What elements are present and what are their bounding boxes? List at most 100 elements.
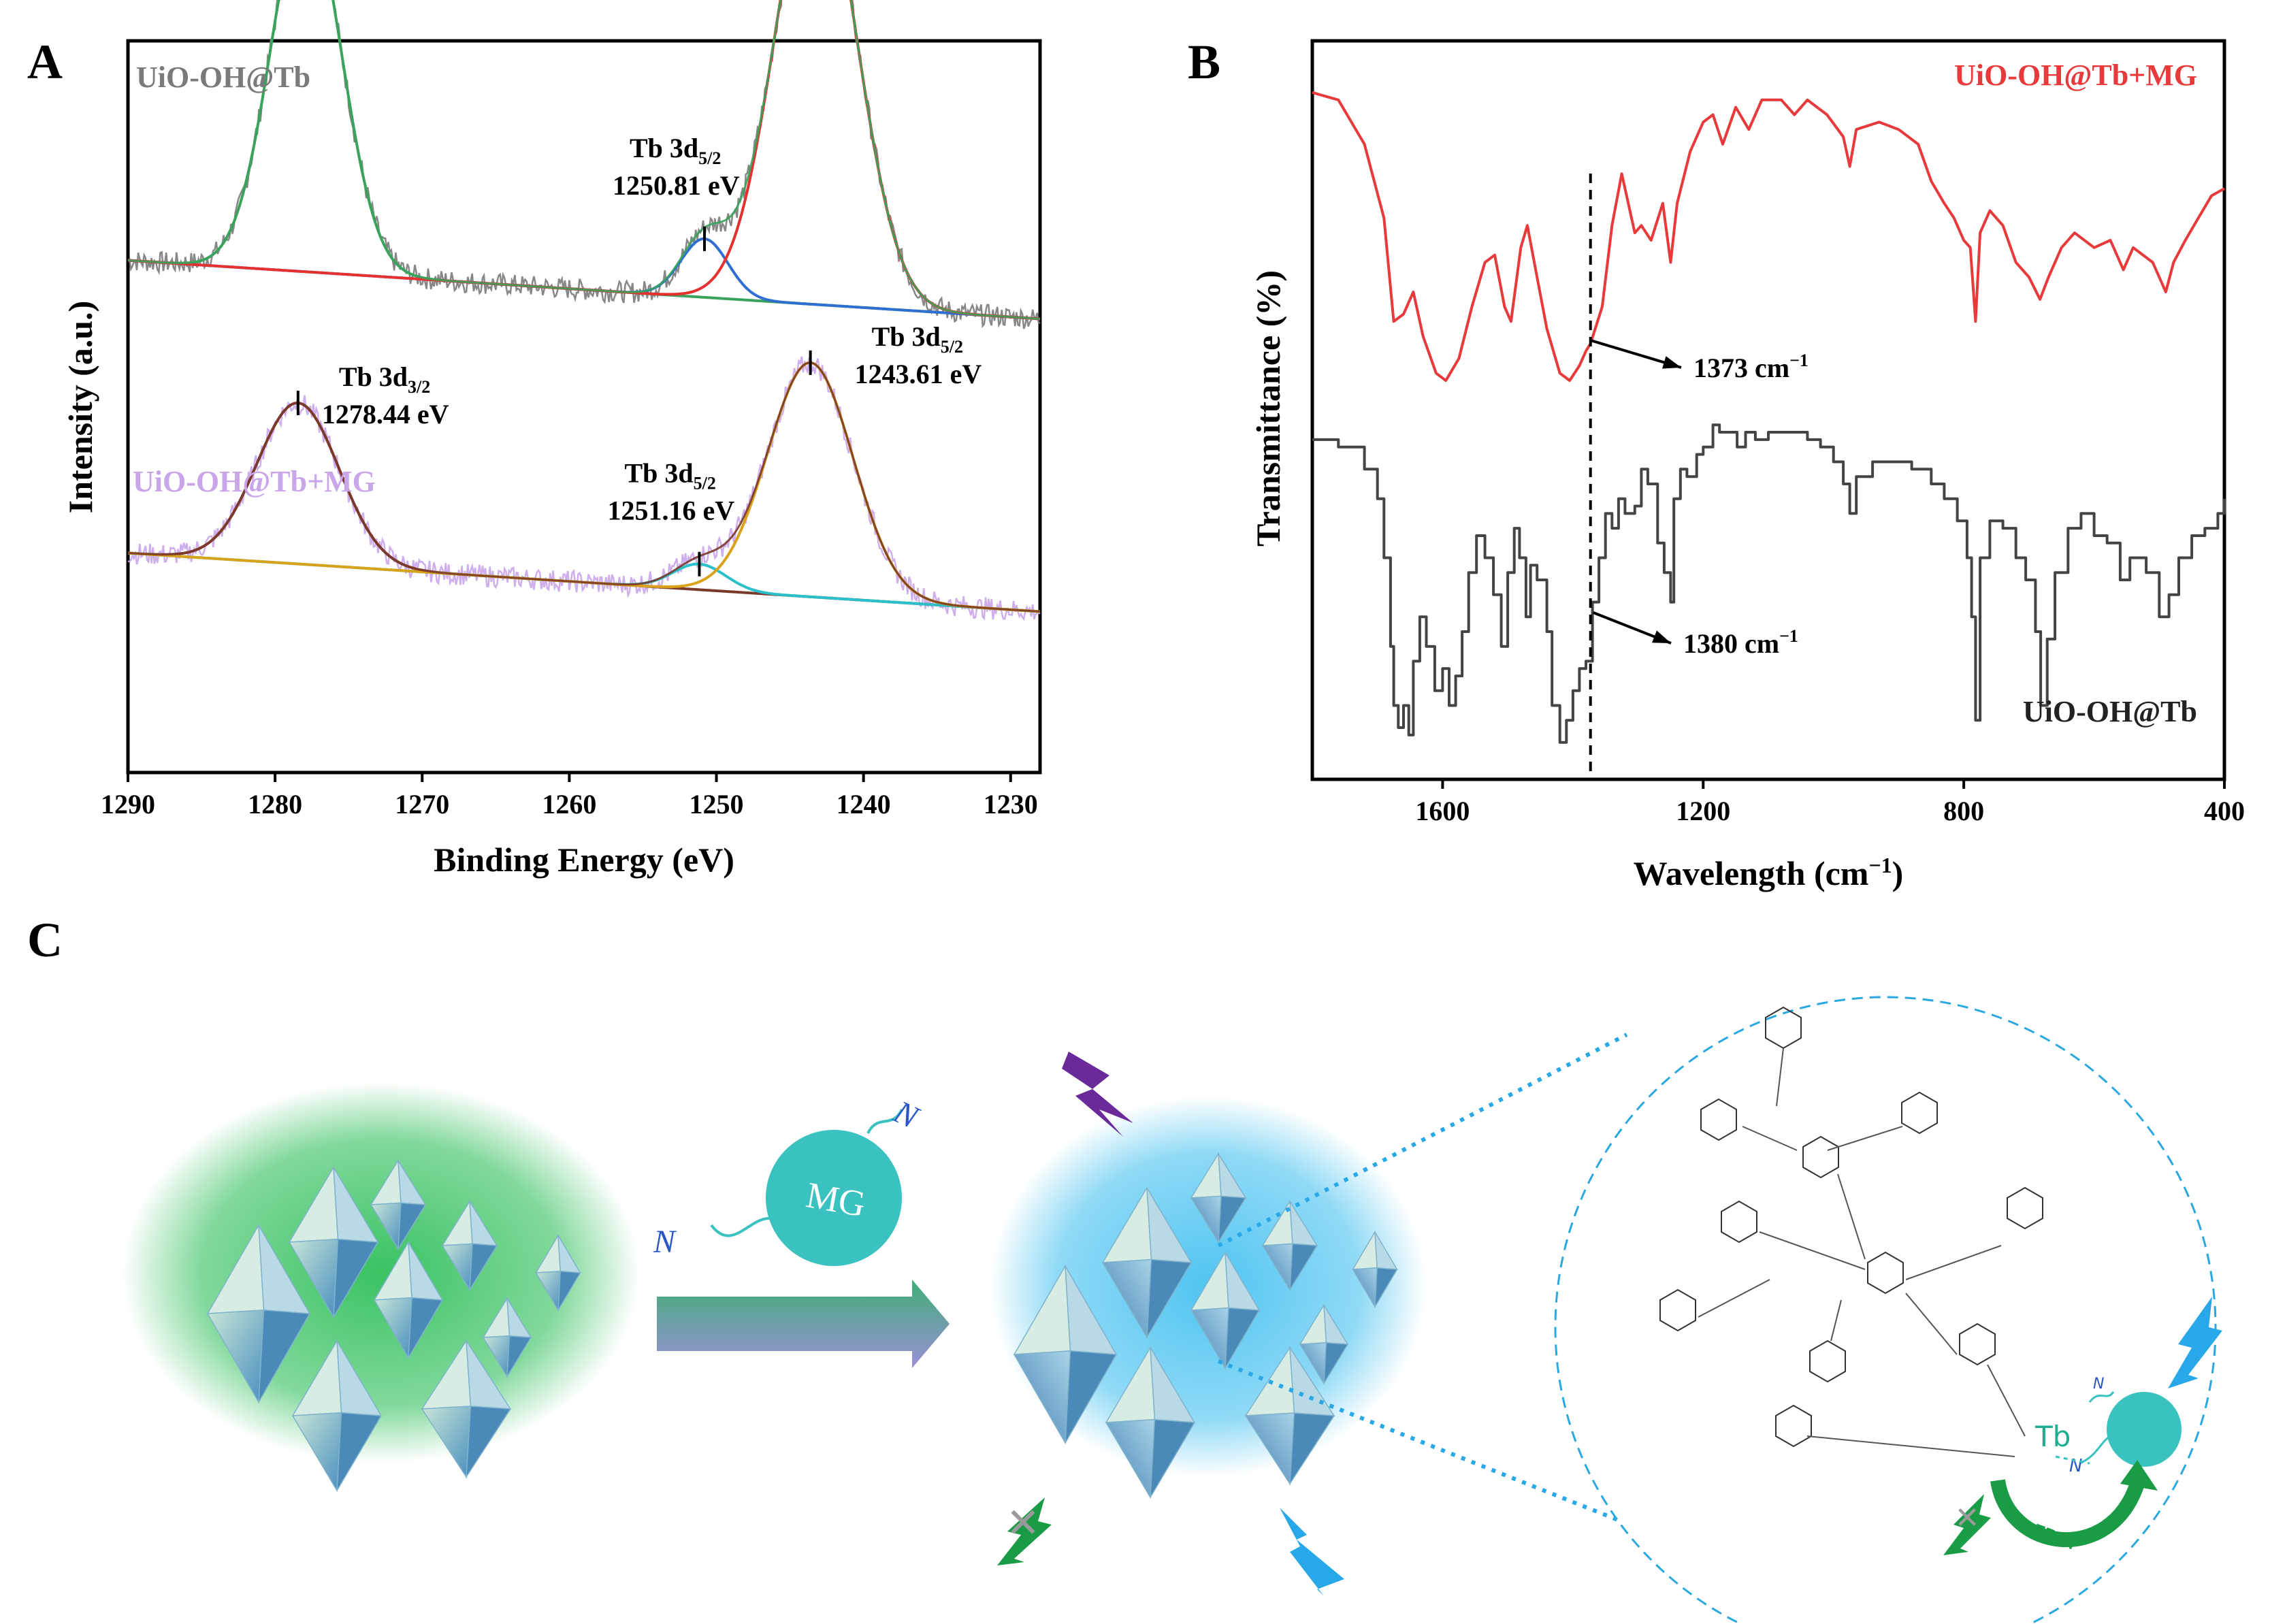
octahedral-crystal [1190,1152,1247,1244]
tb-n-bond [2055,1455,2090,1465]
chem-bond [1806,1435,2015,1457]
chem-bond [1827,1126,1903,1151]
ftir-annotation-arrowhead [1652,630,1671,643]
ftir-x-axis-title-sup: −1 [1868,853,1892,877]
xps-envelope-line [127,361,1041,613]
octahedral-crystal [1244,1346,1335,1486]
chem-bond [1742,1126,1798,1151]
octahedral-crystal [370,1158,427,1251]
ftir-annotation-main: 1380 cm [1683,628,1779,659]
ftir-x-tick-label: 400 [2204,796,2245,826]
ftir-series-label-uio-oh-tb: UiO-OH@Tb [2023,695,2197,728]
benzene-ring [1901,1091,1938,1135]
benzene-ring [2007,1186,2043,1230]
octahedral-crystal [206,1223,311,1404]
ftir-plot-frame [1310,39,2226,781]
xps-peak-label-sub: 5/2 [694,474,716,493]
mg-label: MG [803,1174,869,1224]
octahedral-crystal [1299,1303,1349,1385]
ftir-plot-area [1312,91,2226,744]
benzene-ring [1721,1200,1757,1244]
octahedral-crystal [288,1165,379,1319]
zoom-dashed-circle [1554,996,2217,1624]
octahedral-crystal [291,1339,383,1493]
mg-ball [766,1130,902,1266]
chem-bond [1776,1048,1784,1107]
fret-arrow-head [2120,1460,2158,1491]
ftir-chart: 1600 1200 800 400 Wavelength (cm−1) Transmi… [1249,39,2245,892]
xps-peak-label-main: Tb 3d [872,321,941,352]
cross-icon: ✕ [1006,1499,1040,1547]
tb-center-label: Tb [2034,1420,2071,1453]
chem-bond [1698,1279,1770,1318]
xps-peak-value: 1250.81 eV [613,170,740,201]
xps-raw-data-line [127,0,1041,329]
octahedral-crystal [482,1297,532,1378]
benzene-ring [1775,1404,1812,1448]
xps-series-label-uio-oh-tb-mg: UiO-OH@Tb+MG [133,465,376,498]
panel-c-letter: C [27,913,63,967]
xps-envelope-line [127,0,1041,320]
xps-peak-value: 1251.16 eV [607,496,734,526]
ftir-x-axis-title-end: ) [1892,854,1904,892]
chem-bond [1759,1231,1866,1270]
xps-peak-label-main: Tb 3d [630,133,698,163]
octahedral-crystal [1261,1199,1318,1292]
xps-raw-data-line [127,353,1041,621]
benzene-ring [1659,1288,1696,1332]
xps-fit-peak-line [127,237,1041,321]
xps-peak-label-sub: 5/2 [698,148,721,168]
xps-peak-label-sub: 5/2 [941,337,963,357]
blue-crystals [1013,1152,1398,1499]
octahedral-crystal [1352,1230,1398,1309]
xps-series-label-uio-oh-tb: UiO-OH@Tb [136,61,310,94]
n-label-small-top: N [2093,1376,2104,1393]
octahedral-crystal [373,1240,444,1360]
xps-x-axis-title: Binding Energy (eV) [434,841,734,879]
chem-bond [1905,1293,1958,1355]
zoom-line-bottom [1217,1359,1683,1547]
n-label-small: N [2069,1456,2082,1476]
benzene-ring [1809,1339,1846,1383]
zoom-line-top [1217,1033,1628,1248]
ftir-annotation-label: 1373 cm−1 [1693,351,1809,383]
ftir-y-axis-title: Transmittance (%) [1249,270,1287,547]
xps-x-ticks: 1290 1280 1270 1260 1250 1240 1230 [101,773,1038,819]
xps-peak-label: Tb 3d5/2 [630,133,721,168]
octahedral-crystal [1190,1250,1261,1370]
quenched-green-emission-icon [997,1497,1052,1565]
mg-tail-left [710,1217,770,1237]
ftir-x-tick-label: 1600 [1415,796,1470,826]
ftir-annotation-arrowhead [1662,356,1681,369]
cross-small-icon: ✕ [1955,1501,1980,1536]
blue-emission-bolt-icon [1280,1508,1344,1596]
xps-peak-label-main: Tb 3d [624,458,693,489]
uio-oh-tb-mg-crystal-cluster: ✕ [990,1033,1683,1596]
xps-plot-frame [126,39,1042,775]
xps-peak-label: Tb 3d5/2 [624,458,715,493]
xps-x-tick-label: 1240 [837,789,891,819]
xps-x-tick-label: 1250 [690,789,744,819]
octahedral-crystal [421,1339,512,1479]
ftir-series-line [1312,423,2226,744]
xps-chart: 1290 1280 1270 1260 1250 1240 1230 Binding Ene… [61,0,1042,879]
xps-peak-value: 1243.61 eV [855,359,982,389]
ftir-x-tick-label: 1200 [1676,796,1730,826]
chem-bond [1987,1364,2026,1437]
octahedral-crystal [441,1199,498,1292]
benzene-ring [1700,1098,1737,1141]
ftir-x-axis-title-main: Wavelength (cm [1634,854,1869,892]
ftir-annotation-label: 1380 cm−1 [1683,626,1798,659]
mg-addition: MG N N [653,1094,950,1368]
mg-ball-small [2107,1392,2182,1467]
xps-peak-label-sub: 3/2 [408,377,430,397]
n-label-left: N [653,1224,677,1260]
mg-small-tail-top [2088,1391,2115,1403]
n-label-right: N [888,1094,925,1137]
xps-plot-area [127,0,1041,621]
fret-arrow [1990,1478,2145,1547]
structure-zoom-circle: Tb N N FRET ✕ [1554,996,2222,1624]
mg-tail-right [866,1109,903,1134]
ftir-series-label-uio-oh-tb-mg: UiO-OH@Tb+MG [1954,59,2197,92]
